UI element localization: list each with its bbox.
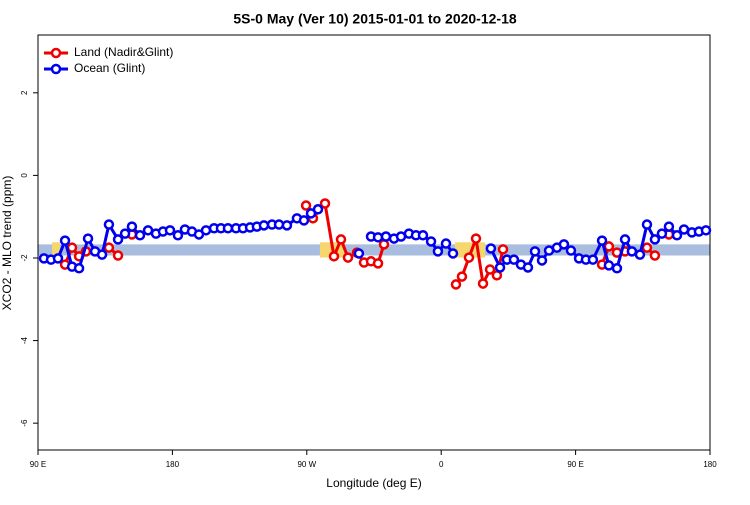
- legend-marker: [50, 63, 62, 75]
- ocean-band: [38, 244, 710, 256]
- data-point: [298, 215, 310, 226]
- data-point: [103, 219, 115, 230]
- legend-label: Ocean (Glint): [74, 61, 145, 75]
- data-point: [222, 223, 234, 234]
- data-point: [258, 220, 270, 231]
- data-point: [172, 230, 184, 241]
- data-point: [497, 244, 509, 255]
- x-tick-label: 0: [439, 460, 444, 469]
- data-point: [603, 260, 615, 271]
- x-tick-label: 180: [166, 460, 180, 469]
- data-point: [558, 239, 570, 250]
- data-point: [372, 258, 384, 269]
- data-point: [596, 235, 608, 246]
- data-point: [112, 234, 124, 245]
- data-point: [456, 271, 468, 282]
- data-point: [52, 253, 64, 264]
- y-tick-label: -2: [20, 254, 29, 262]
- data-point: [663, 221, 675, 232]
- data-point: [164, 225, 176, 236]
- data-point: [440, 238, 452, 249]
- data-point: [281, 220, 293, 231]
- data-point: [73, 263, 85, 274]
- data-point: [700, 225, 712, 236]
- data-point: [641, 242, 653, 253]
- data-point: [484, 264, 496, 275]
- series-line: [65, 203, 669, 284]
- data-point: [200, 225, 212, 236]
- data-point: [342, 252, 354, 263]
- data-point: [59, 235, 71, 246]
- data-point: [641, 219, 653, 230]
- data-point: [611, 263, 623, 274]
- data-point: [565, 245, 577, 256]
- data-point: [626, 246, 638, 257]
- data-point: [300, 200, 312, 211]
- land-band: [319, 242, 346, 258]
- data-point: [353, 248, 365, 259]
- data-point: [134, 230, 146, 241]
- data-point: [649, 250, 661, 261]
- data-point: [649, 234, 661, 245]
- data-point: [312, 204, 324, 215]
- data-point: [112, 250, 124, 261]
- x-tick-label: 90 E: [567, 460, 583, 469]
- y-tick-label: 0: [20, 173, 29, 178]
- x-axis-label: Longitude (deg E): [326, 476, 421, 490]
- x-tick-label: 90 W: [297, 460, 316, 469]
- data-point: [425, 236, 437, 247]
- data-point: [66, 242, 78, 253]
- data-point: [619, 234, 631, 245]
- y-axis-label: XCO2 - MLO trend (ppm): [0, 176, 14, 311]
- data-point: [463, 252, 475, 263]
- data-point: [529, 246, 541, 257]
- y-tick-label: 2: [20, 90, 29, 95]
- data-point: [477, 278, 489, 289]
- plot-frame: [37, 34, 711, 451]
- data-point: [522, 262, 534, 273]
- data-point: [96, 249, 108, 260]
- legend-label: Land (Nadir&Glint): [74, 45, 173, 59]
- legend-marker: [50, 47, 62, 59]
- x-tick-label: 90 E: [30, 460, 46, 469]
- data-point: [536, 255, 548, 266]
- data-point: [671, 230, 683, 241]
- data-point: [656, 228, 668, 239]
- data-point: [328, 251, 340, 262]
- data-point: [432, 246, 444, 257]
- y-tick-label: -6: [20, 419, 29, 427]
- data-point: [470, 233, 482, 244]
- x-tick-label: 180: [703, 460, 717, 469]
- data-point: [126, 221, 138, 232]
- data-point: [450, 279, 462, 290]
- land-band: [52, 242, 60, 258]
- data-point: [447, 248, 459, 259]
- data-point: [103, 242, 115, 253]
- data-point: [119, 228, 131, 239]
- data-point: [319, 198, 331, 209]
- data-point: [380, 231, 392, 242]
- data-point: [82, 233, 94, 244]
- chart-title: 5S-0 May (Ver 10) 2015-01-01 to 2020-12-…: [233, 11, 516, 27]
- y-tick-label: -4: [20, 336, 29, 344]
- data-point: [508, 254, 520, 265]
- data-point: [587, 254, 599, 265]
- data-point: [335, 234, 347, 245]
- data-point: [485, 243, 497, 254]
- data-point: [494, 262, 506, 273]
- data-point: [417, 230, 429, 241]
- data-point: [634, 249, 646, 260]
